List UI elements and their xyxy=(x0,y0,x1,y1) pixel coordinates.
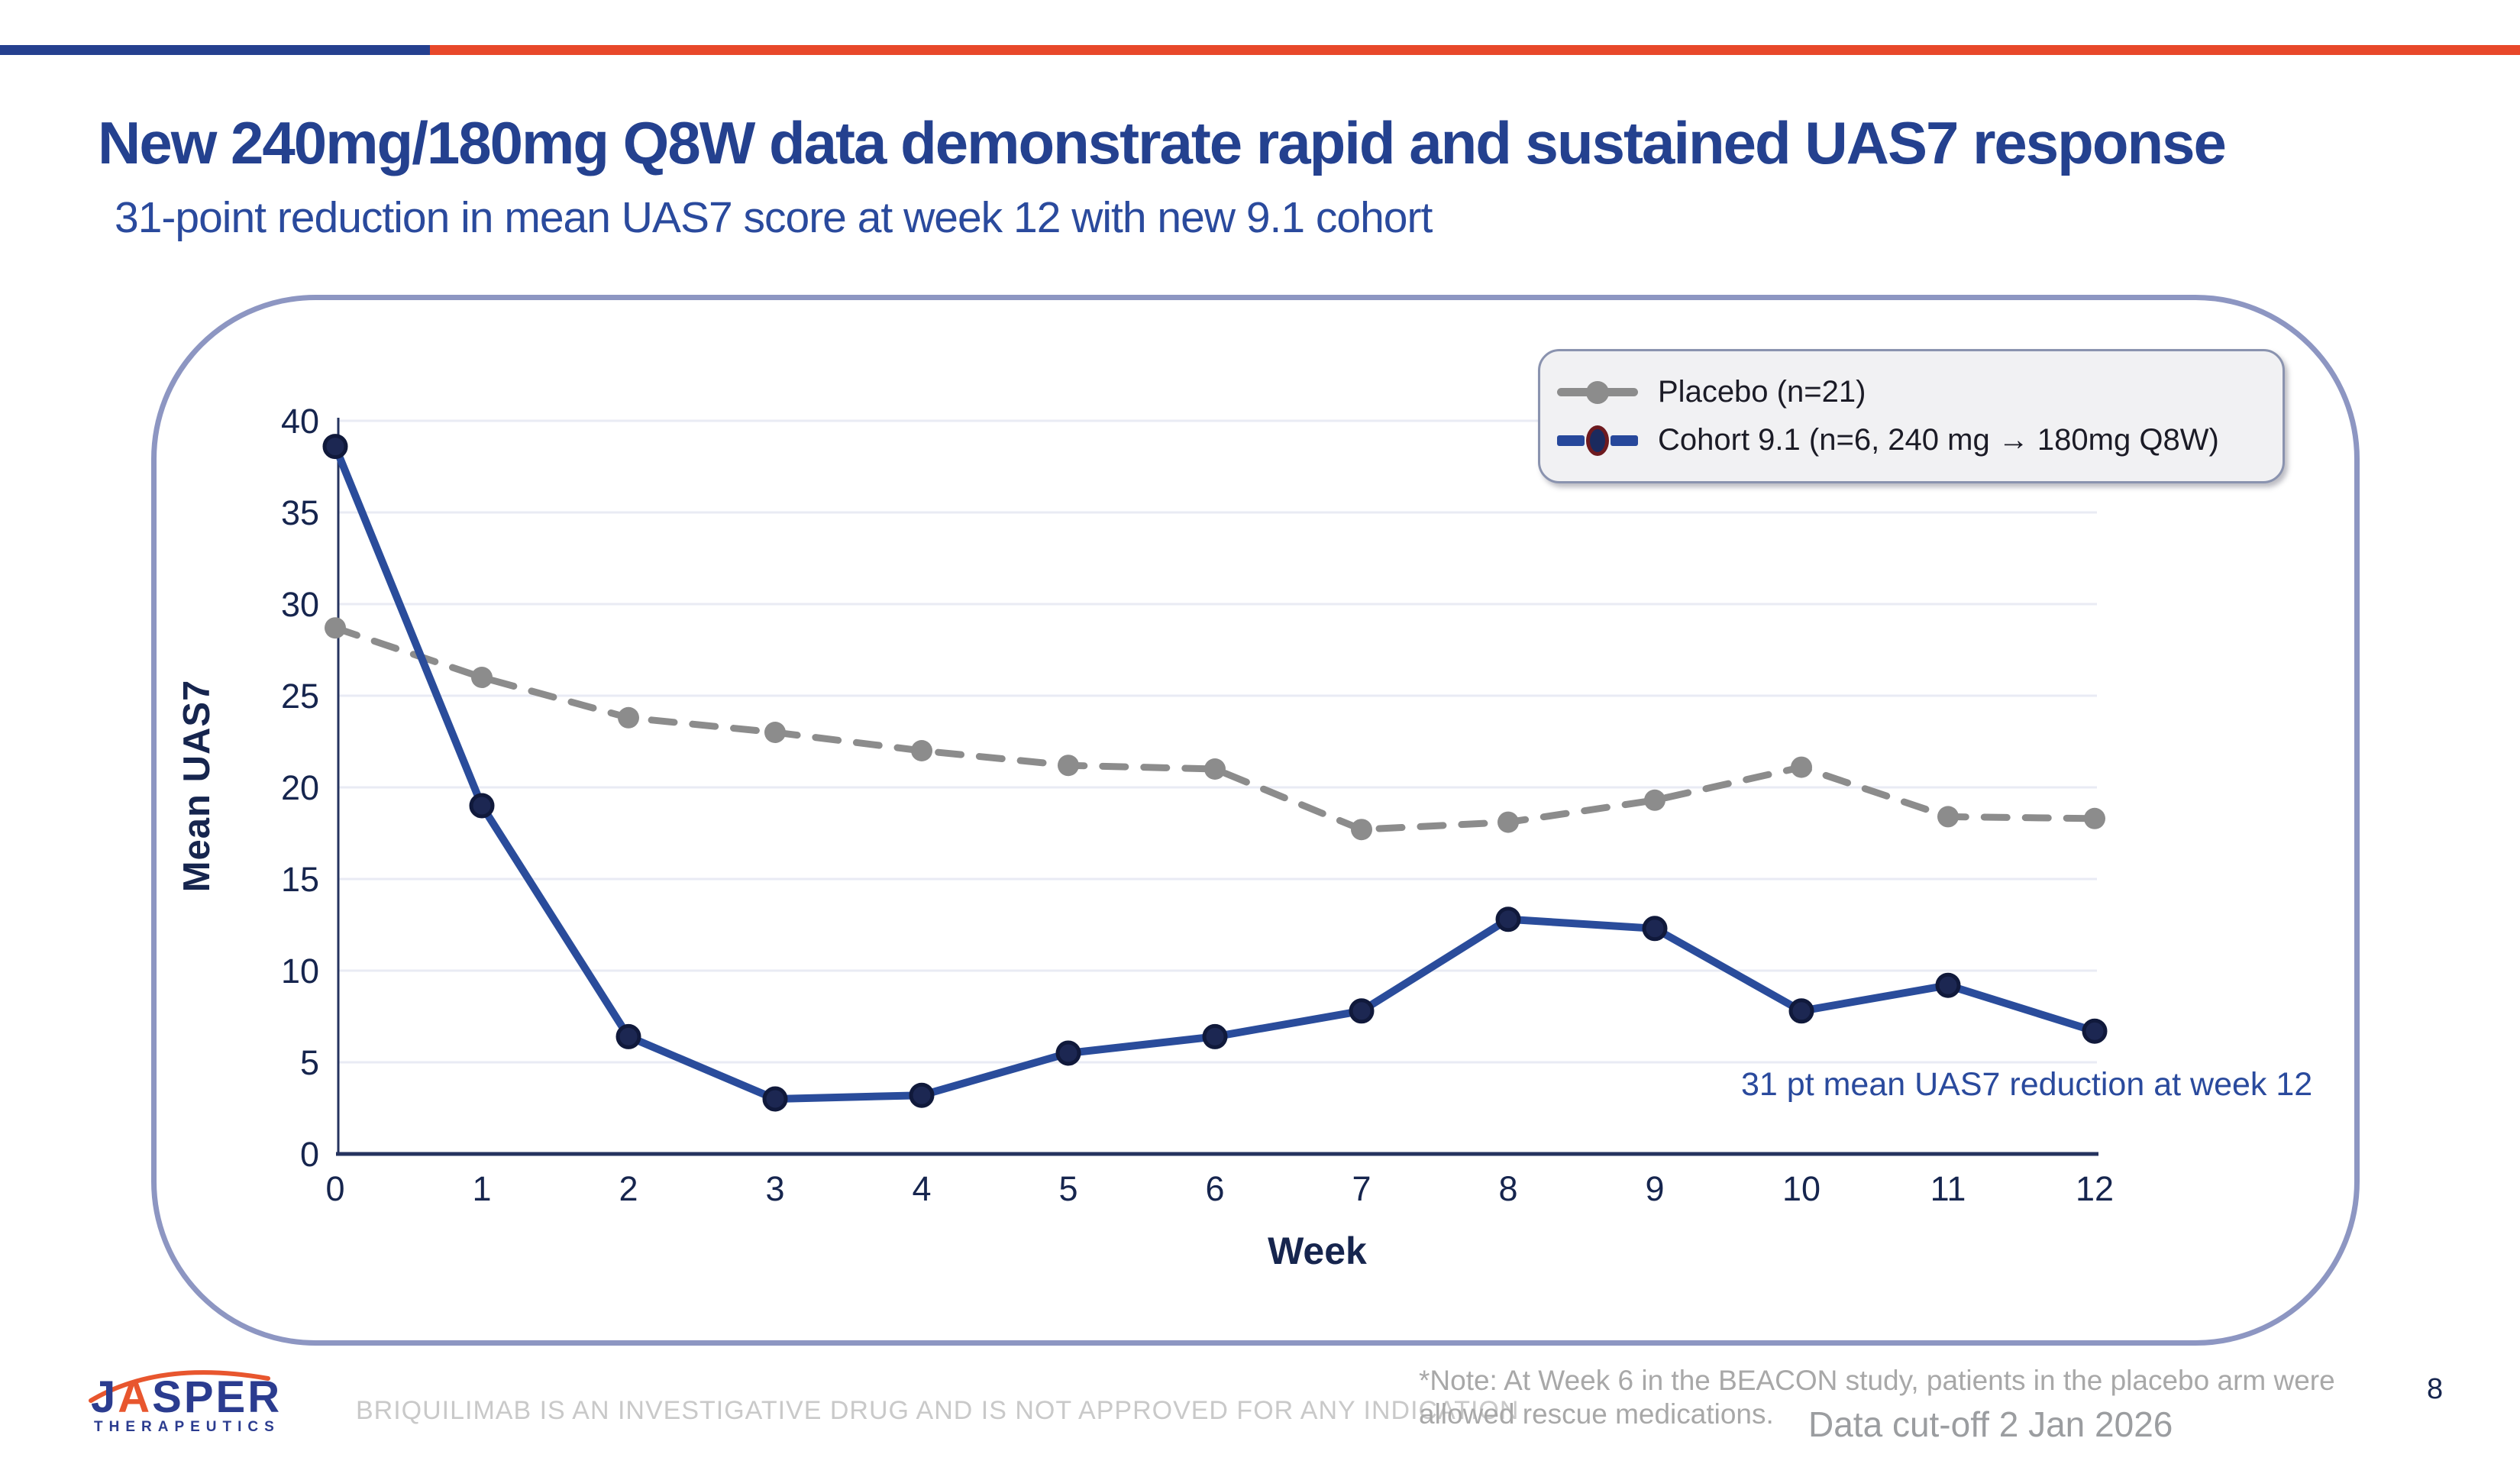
logo-wordmark: JASPER xyxy=(91,1372,282,1423)
cohort-data-point xyxy=(1055,1040,1081,1066)
chart-legend: Placebo (n=21) Cohort 9.1 (n=6, 240 mg →… xyxy=(1538,349,2285,483)
y-tick-label: 20 xyxy=(281,768,319,807)
footnote-line2: allowed rescue medications. xyxy=(1419,1398,1774,1430)
footnote: *Note: At Week 6 in the BEACON study, pa… xyxy=(1419,1364,2335,1431)
x-tick-label: 6 xyxy=(1205,1169,1224,1208)
y-tick-label: 5 xyxy=(300,1043,319,1082)
x-tick-label: 0 xyxy=(325,1169,344,1208)
placebo-data-point xyxy=(1644,789,1665,811)
cohort-dash-icon xyxy=(1611,435,1638,446)
cohort-data-point xyxy=(1495,907,1521,932)
placebo-data-point xyxy=(618,706,639,729)
x-tick-label: 8 xyxy=(1498,1169,1517,1208)
y-tick-label: 40 xyxy=(281,402,319,441)
placebo-data-point xyxy=(911,740,932,761)
logo-subtext: THERAPEUTICS xyxy=(94,1419,280,1435)
placebo-data-point xyxy=(2084,807,2105,829)
chart-annotation: 31 pt mean UAS7 reduction at week 12 xyxy=(1741,1066,2313,1103)
page-title: New 240mg/180mg Q8W data demonstrate rap… xyxy=(98,109,2227,176)
accent-bar-blue xyxy=(0,45,430,55)
y-tick-label: 0 xyxy=(300,1135,319,1174)
placebo-data-point xyxy=(1791,756,1812,778)
cohort-marker-icon xyxy=(1586,425,1609,456)
placebo-data-point xyxy=(1351,819,1372,841)
data-cutoff-label: Data cut-off 2 Jan 2026 xyxy=(1808,1404,2173,1444)
x-tick-label: 9 xyxy=(1645,1169,1664,1208)
placebo-data-point xyxy=(1058,755,1079,777)
x-tick-label: 3 xyxy=(765,1169,784,1208)
logo-letter-a: A xyxy=(118,1372,153,1422)
cohort-data-point xyxy=(1788,998,1814,1024)
y-axis-title: Mean UAS7 xyxy=(176,679,218,893)
legend-label-placebo: Placebo (n=21) xyxy=(1658,375,1866,409)
y-tick-label: 30 xyxy=(281,585,319,624)
footer-disclaimer: BRIQUILIMAB IS AN INVESTIGATIVE DRUG AND… xyxy=(356,1396,1520,1425)
x-tick-label: 12 xyxy=(2076,1169,2114,1208)
cohort-data-point xyxy=(322,434,348,460)
cohort-data-point xyxy=(615,1023,641,1049)
placebo-data-point xyxy=(325,617,346,639)
x-tick-label: 5 xyxy=(1058,1169,1077,1208)
placebo-series-line xyxy=(331,624,2098,833)
cohort-data-point xyxy=(1349,998,1375,1024)
x-axis-title: Week xyxy=(1268,1230,1367,1272)
jasper-logo: JASPER THERAPEUTICS xyxy=(88,1353,279,1437)
x-tick-label: 2 xyxy=(619,1169,638,1208)
placebo-data-point xyxy=(1937,806,1959,828)
logo-letter: J xyxy=(91,1372,118,1422)
y-tick-label: 10 xyxy=(281,952,319,991)
placebo-series-swatch-icon xyxy=(1557,388,1638,396)
y-tick-label: 25 xyxy=(281,677,319,716)
cohort-data-point xyxy=(469,793,495,819)
cohort-dash-icon xyxy=(1557,435,1585,446)
cohort-data-point xyxy=(2082,1018,2108,1044)
cohort-data-point xyxy=(1202,1023,1228,1049)
x-tick-label: 4 xyxy=(912,1169,931,1208)
logo-arc-icon xyxy=(89,1370,270,1403)
x-tick-label: 7 xyxy=(1352,1169,1371,1208)
footnote-line1: *Note: At Week 6 in the BEACON study, pa… xyxy=(1419,1365,2335,1396)
x-tick-label: 10 xyxy=(1782,1169,1821,1208)
legend-row-placebo: Placebo (n=21) xyxy=(1557,375,2283,409)
placebo-data-point xyxy=(471,667,493,688)
legend-label-cohort: Cohort 9.1 (n=6, 240 mg → 180mg Q8W) xyxy=(1658,423,2219,457)
cohort-data-point xyxy=(762,1086,788,1112)
logo-letters: SPER xyxy=(152,1372,283,1422)
cohort-data-point xyxy=(1935,972,1961,998)
x-tick-label: 11 xyxy=(1930,1169,1966,1208)
cohort-data-point xyxy=(909,1082,935,1108)
x-tick-label: 1 xyxy=(472,1169,491,1208)
page-subtitle: 31-point reduction in mean UAS7 score at… xyxy=(115,193,1433,242)
placebo-data-point xyxy=(764,722,786,743)
accent-bar-orange xyxy=(430,45,2520,55)
cohort-series-swatch-icon xyxy=(1557,425,1638,456)
y-tick-label: 35 xyxy=(281,493,319,532)
placebo-data-point xyxy=(1497,811,1519,833)
page-number: 8 xyxy=(2427,1373,2444,1405)
cohort-data-point xyxy=(1642,916,1668,942)
legend-row-cohort: Cohort 9.1 (n=6, 240 mg → 180mg Q8W) xyxy=(1557,423,2283,457)
y-tick-label: 15 xyxy=(281,860,319,899)
placebo-data-point xyxy=(1204,758,1226,780)
